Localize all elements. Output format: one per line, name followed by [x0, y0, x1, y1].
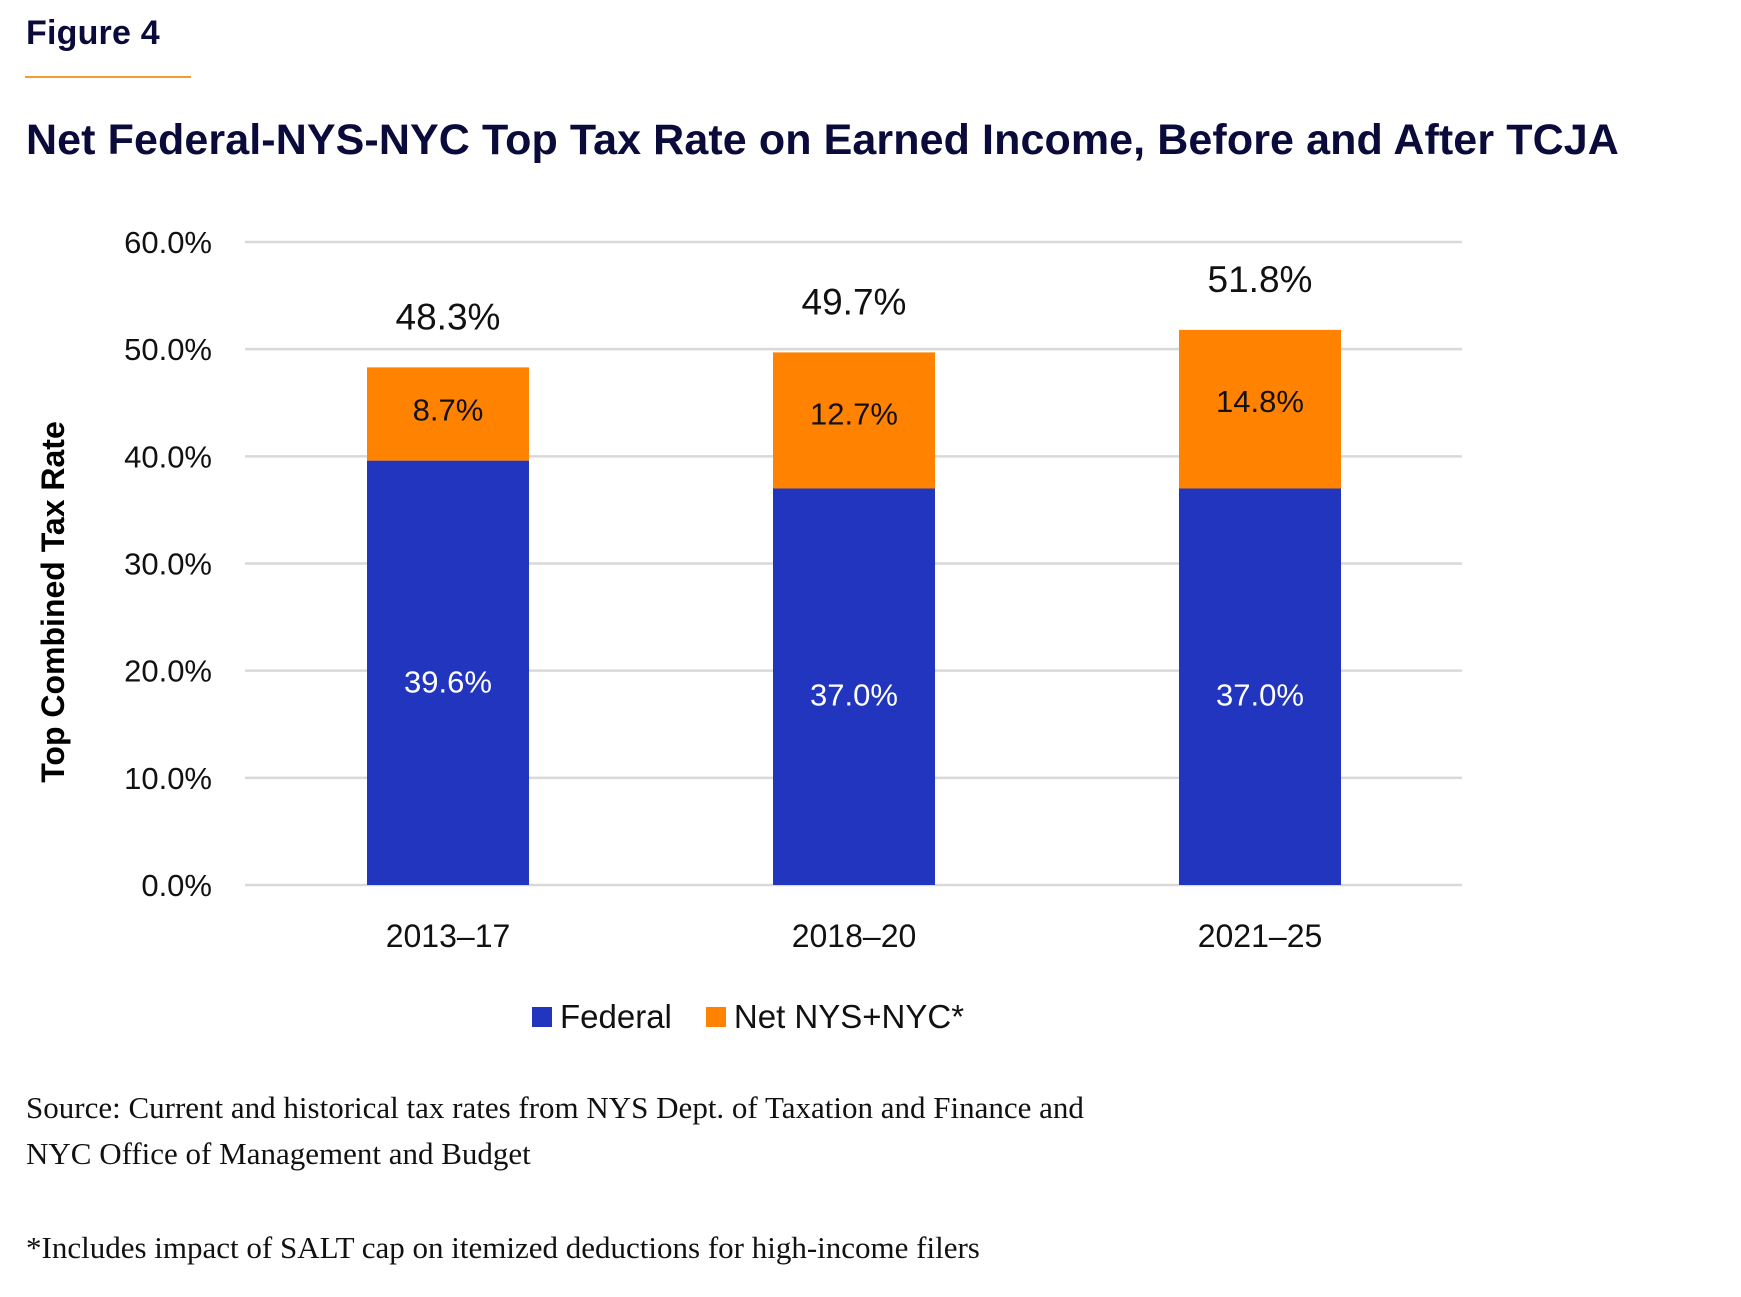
x-category-label: 2021–25: [1198, 918, 1323, 954]
y-tick-label: 60.0%: [124, 225, 212, 260]
y-tick-label: 10.0%: [124, 761, 212, 796]
bar-segment-federal: [367, 460, 529, 885]
source-note: Source: Current and historical tax rates…: [26, 1090, 1084, 1171]
legend-item-federal: Federal: [532, 998, 672, 1036]
y-tick-label: 30.0%: [124, 547, 212, 582]
y-tick-label: 40.0%: [124, 439, 212, 474]
legend-label-net-nys-nyc: Net NYS+NYC*: [733, 998, 965, 1035]
total-data-label: 48.3%: [396, 296, 501, 337]
bar-segment-net-nys-nyc: [367, 367, 529, 461]
footnote: *Includes impact of SALT cap on itemized…: [26, 1230, 980, 1265]
x-category-label: 2013–17: [386, 918, 511, 954]
y-tick-label: 50.0%: [124, 332, 212, 367]
segment-data-label: 12.7%: [810, 397, 898, 432]
data-labels: 39.6% 8.7% 48.3% 37.0% 12.7% 49.7% 37.0% 14.8% 5…: [396, 259, 1313, 713]
segment-data-label: 14.8%: [1216, 384, 1304, 419]
total-data-label: 49.7%: [802, 281, 907, 322]
bars: [367, 329, 1341, 885]
bar-segment-net-nys-nyc: [1179, 329, 1341, 489]
legend-swatch-net-nys-nyc: [705, 1007, 726, 1027]
legend-item-net-nys-nyc: Net NYS+NYC*: [705, 998, 965, 1036]
segment-data-label: 39.6%: [404, 664, 492, 699]
legend-label-federal: Federal: [560, 998, 672, 1035]
segment-data-label: 37.0%: [810, 678, 898, 713]
legend-swatch-federal: [532, 1007, 552, 1027]
segment-data-label: 8.7%: [413, 392, 484, 427]
total-data-label: 51.8%: [1208, 259, 1313, 300]
bar-segment-federal: [773, 488, 935, 885]
chart-title: Net Federal-NYS-NYC Top Tax Rate on Earn…: [26, 116, 1619, 164]
figure-rule-divider: [25, 76, 191, 78]
y-tick-label: 20.0%: [124, 654, 212, 689]
y-axis-ticks: 0.0% 10.0% 20.0% 30.0% 40.0% 50.0% 60.0%: [124, 225, 212, 903]
segment-data-label: 37.0%: [1216, 678, 1304, 713]
figure-label: Figure 4: [26, 14, 160, 52]
bar-segment-net-nys-nyc: [773, 352, 935, 489]
x-category-label: 2018–20: [792, 918, 917, 954]
y-tick-label: 0.0%: [141, 868, 212, 903]
bar-segment-federal: [1179, 488, 1341, 885]
legend: Federal Net NYS+NYC*: [532, 998, 964, 1036]
x-axis-categories: 2013–17 2018–20 2021–25: [386, 918, 1323, 954]
y-axis-label: Top Combined Tax Rate: [35, 421, 71, 783]
